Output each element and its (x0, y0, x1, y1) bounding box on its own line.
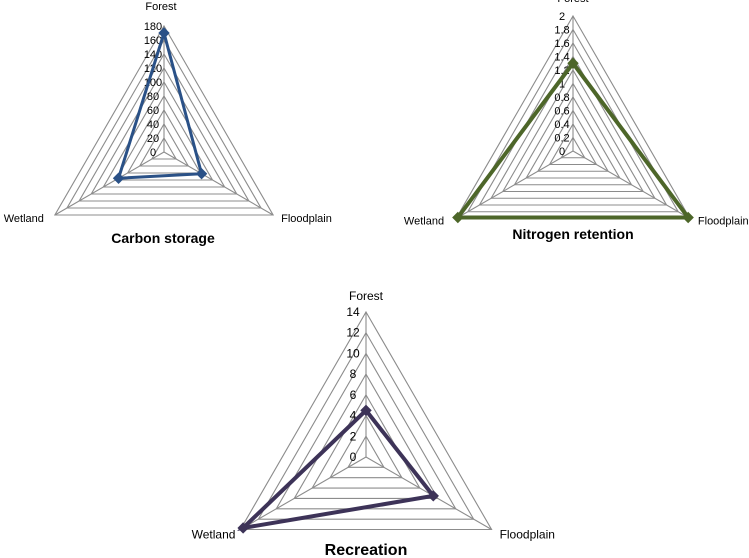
tick-label: 6 (350, 388, 357, 402)
data-point-marker (112, 172, 125, 184)
grid-ring (525, 95, 621, 179)
tick-label: 14 (346, 305, 360, 319)
axis-label-wetland: Wetland (404, 216, 444, 228)
tick-label: 12 (346, 326, 360, 340)
tick-label: 1.6 (554, 38, 569, 50)
grid-ring (347, 435, 385, 468)
tick-label: 160 (144, 35, 162, 47)
series-line (453, 59, 693, 220)
axis-spoke (163, 151, 274, 216)
tick-label: 4 (350, 409, 357, 423)
tick-label: 0.4 (554, 119, 569, 131)
axis-spoke (240, 456, 367, 530)
grid-ring (329, 414, 403, 479)
tick-label: 10 (346, 346, 360, 360)
tick-label: 80 (147, 91, 159, 103)
tick-label: 0 (150, 147, 156, 159)
data-point-marker (195, 167, 208, 180)
tick-label: 1.8 (554, 25, 569, 37)
grid-ring (501, 68, 645, 193)
grid-ring (513, 82, 633, 186)
grid-ring (126, 108, 202, 174)
grid-ring (90, 66, 238, 195)
axis-label-wetland: Wetland (4, 213, 44, 225)
tick-label: 8 (350, 367, 357, 381)
grid-ring (239, 310, 493, 531)
tick-label: 2 (559, 11, 565, 23)
axis-label-floodplain: Floodplain (698, 216, 749, 228)
axis-spoke (572, 150, 691, 219)
chart-title-carbon-storage: Carbon storage (111, 230, 215, 246)
grid-ring (560, 136, 586, 159)
series-line (116, 27, 204, 180)
grid-ring (293, 373, 439, 499)
data-point-marker (158, 27, 170, 39)
grid-ring (150, 136, 178, 160)
tick-label: 60 (147, 105, 159, 117)
grid-ring (53, 24, 275, 216)
tick-label: 0 (559, 146, 565, 158)
tick-label: 180 (144, 21, 162, 33)
grid-ring (548, 122, 598, 166)
tick-label: 1 (559, 79, 565, 91)
axis-label-forest: Forest (145, 1, 176, 13)
chart-title-nitrogen-retention: Nitrogen retention (512, 226, 633, 242)
grid-ring (466, 28, 680, 213)
tick-label: 0.8 (554, 92, 569, 104)
grid-ring (114, 94, 214, 181)
grid-ring (66, 38, 262, 209)
axis-label-wetland: Wetland (192, 528, 236, 542)
nitrogen-retention-chart: 00.20.40.60.811.21.41.61.82ForestFloodpl… (404, 0, 749, 228)
chart-title-recreation: Recreation (325, 542, 408, 558)
tick-label: 1.4 (554, 52, 569, 64)
tick-label: 2 (350, 429, 357, 443)
recreation-chart: 0 2 4 6 8 10 12 14 Forest Floodplain Wetland (192, 289, 555, 542)
axis-spoke (455, 150, 574, 219)
grid-ring (536, 109, 610, 172)
tick-label: 20 (147, 133, 159, 145)
grid-ring (78, 52, 250, 202)
axis-label-forest: Forest (349, 289, 384, 303)
carbon-storage-chart: 020406080100120140160180ForestFloodplain… (4, 1, 332, 225)
series-line (237, 407, 437, 532)
data-point-marker (682, 211, 694, 224)
grid-ring (138, 122, 190, 167)
tick-label: 0.2 (554, 133, 569, 145)
data-point-marker (452, 211, 464, 224)
tick-label: 0 (350, 450, 357, 464)
data-point-marker (567, 57, 579, 69)
grid-ring (490, 55, 656, 199)
axis-label-forest: Forest (557, 0, 588, 5)
axis-spoke (54, 151, 165, 216)
grid-ring (257, 331, 475, 520)
tick-label: 40 (147, 119, 159, 131)
data-point-marker (427, 490, 439, 502)
axis-label-floodplain: Floodplain (500, 528, 555, 542)
tick-label: 0.6 (554, 106, 569, 118)
axis-label-floodplain: Floodplain (281, 213, 332, 225)
data-point-marker (360, 404, 372, 417)
data-point-marker (237, 522, 249, 534)
